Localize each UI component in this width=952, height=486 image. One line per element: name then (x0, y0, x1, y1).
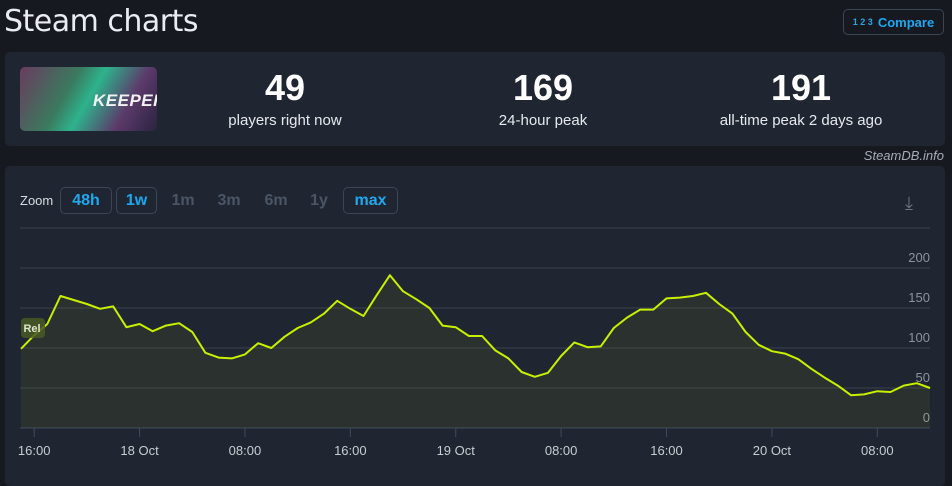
x-tick-label: 20 Oct (753, 443, 792, 458)
x-tick-label: 08:00 (229, 443, 262, 458)
x-tick-label: 08:00 (545, 443, 578, 458)
x-tick-label: 16:00 (334, 443, 367, 458)
x-tick-label: 08:00 (861, 443, 894, 458)
area-fill (21, 275, 930, 428)
x-tick-label: 18 Oct (120, 443, 159, 458)
x-tick-label: 16:00 (18, 443, 51, 458)
x-tick-label: 19 Oct (437, 443, 476, 458)
y-tick-label: 100 (908, 330, 930, 345)
x-tick-label: 16:00 (650, 443, 683, 458)
y-tick-label: 200 (908, 250, 930, 265)
release-annotation: Rel (23, 323, 40, 335)
y-tick-label: 150 (908, 290, 930, 305)
